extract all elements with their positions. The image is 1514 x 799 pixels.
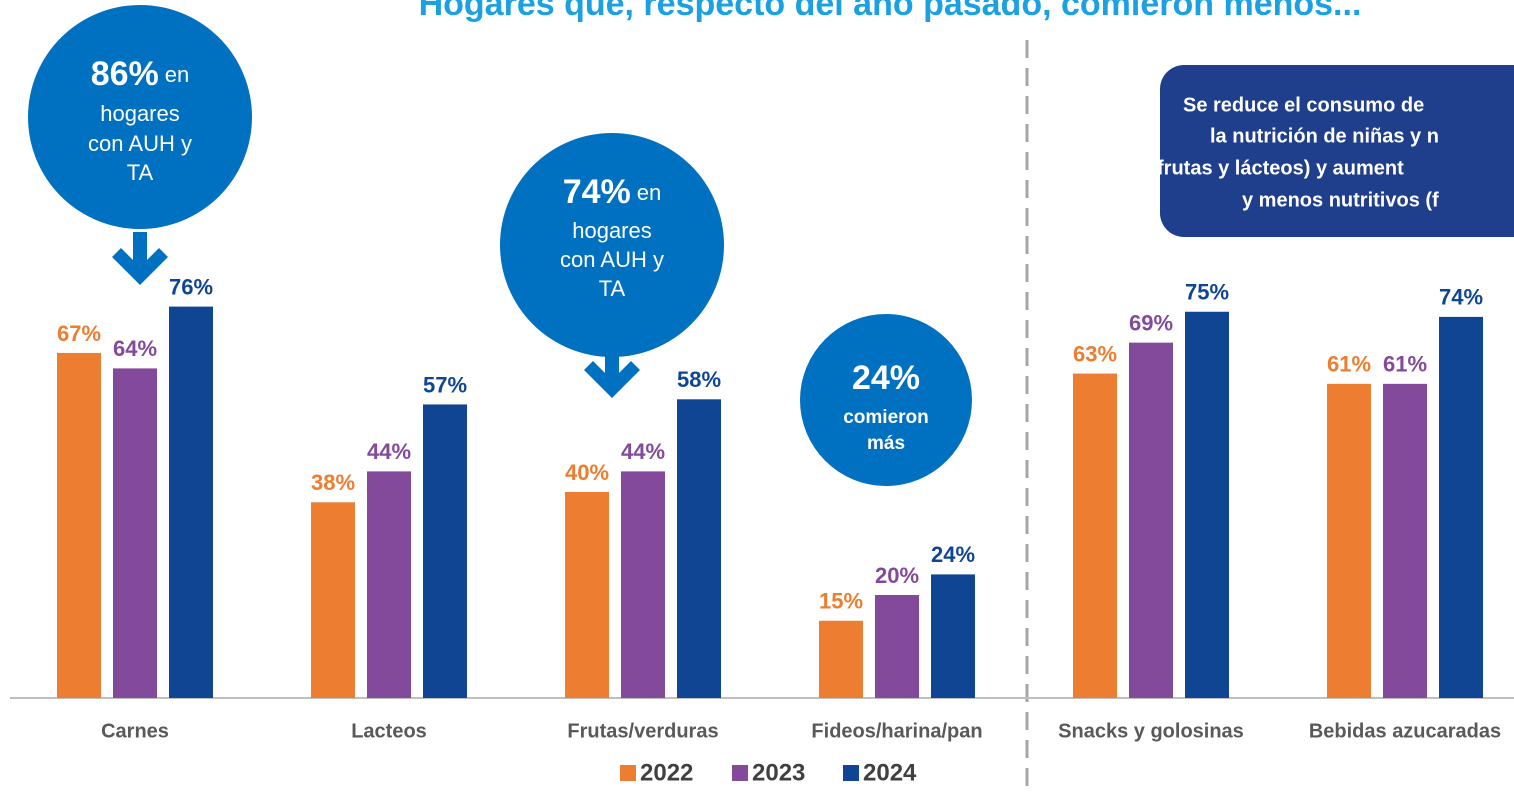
bar	[1439, 316, 1483, 698]
note-line: y menos nutritivos (f	[1242, 189, 1439, 211]
callout-line: en	[165, 62, 189, 87]
bar	[875, 595, 919, 698]
bar	[423, 404, 467, 698]
bar	[169, 306, 213, 698]
bar	[1129, 342, 1173, 698]
x-tick-label: Fideos/harina/pan	[811, 720, 982, 742]
bar	[677, 399, 721, 698]
callout-bubble	[500, 133, 724, 357]
callout-headline: 86%	[91, 55, 159, 93]
callout-line: TA	[127, 160, 154, 185]
value-label: 76%	[169, 274, 213, 299]
callout-line: TA	[599, 276, 626, 301]
callout-bubble	[28, 5, 252, 229]
value-label: 20%	[875, 563, 919, 588]
value-label: 58%	[677, 367, 721, 392]
value-label: 44%	[621, 439, 665, 464]
bar	[113, 368, 157, 698]
bar	[931, 574, 975, 698]
legend-swatch	[732, 765, 748, 781]
callout-text: 74% en	[563, 173, 662, 211]
value-label: 38%	[311, 470, 355, 495]
bar	[565, 492, 609, 698]
callout-line: con AUH y	[88, 131, 192, 156]
legend-label: 2024	[863, 759, 917, 786]
value-label: 24%	[931, 542, 975, 567]
value-label: 64%	[113, 336, 157, 361]
legend-label: 2022	[640, 759, 693, 786]
callout-headline: 24%	[852, 359, 920, 397]
note-line: Se reduce el consumo de	[1183, 94, 1424, 116]
value-label: 67%	[57, 321, 101, 346]
bar	[1383, 383, 1427, 698]
value-label: 44%	[367, 439, 411, 464]
value-label: 40%	[565, 460, 609, 485]
x-tick-label: Lacteos	[351, 720, 427, 742]
bar	[57, 352, 101, 698]
x-tick-label: Frutas/verduras	[567, 720, 718, 742]
value-label: 63%	[1073, 341, 1117, 366]
callout-line: hogares	[572, 218, 652, 243]
value-label: 57%	[423, 372, 467, 397]
legend-swatch	[843, 765, 859, 781]
value-label: 74%	[1439, 285, 1483, 310]
value-label: 69%	[1129, 310, 1173, 335]
legend-label: 2023	[752, 759, 805, 786]
callout-arrow	[112, 232, 168, 285]
bar	[819, 620, 863, 698]
callout-headline: 74%	[563, 173, 631, 211]
callout-arrow	[584, 345, 640, 398]
callout-bubble	[800, 314, 972, 486]
bar	[1073, 373, 1117, 698]
bar	[621, 471, 665, 698]
value-label: 75%	[1185, 280, 1229, 305]
callout-text: 86% en	[91, 55, 190, 93]
note-line: la nutrición de niñas y n	[1210, 125, 1439, 147]
callout-line: más	[867, 433, 905, 454]
bar	[311, 502, 355, 698]
callout-line: con AUH y	[560, 247, 664, 272]
callout-line: en	[637, 180, 661, 205]
callout-line: hogares	[100, 101, 180, 126]
note-box	[1160, 65, 1514, 237]
value-label: 61%	[1383, 352, 1427, 377]
bar	[367, 471, 411, 698]
x-tick-label: Snacks y golosinas	[1058, 720, 1244, 742]
x-tick-label: Carnes	[101, 720, 169, 742]
x-tick-label: Bebidas azucaradas	[1309, 720, 1501, 742]
value-label: 61%	[1327, 352, 1371, 377]
note-line: frutas y lácteos) y aument	[1157, 157, 1404, 179]
legend-swatch	[620, 765, 636, 781]
bar	[1327, 383, 1371, 698]
callout-line: comieron	[843, 407, 929, 428]
value-label: 15%	[819, 589, 863, 614]
bar	[1185, 311, 1229, 698]
chart-title: Hogares que, respecto del año pasado, co…	[419, 0, 1362, 23]
